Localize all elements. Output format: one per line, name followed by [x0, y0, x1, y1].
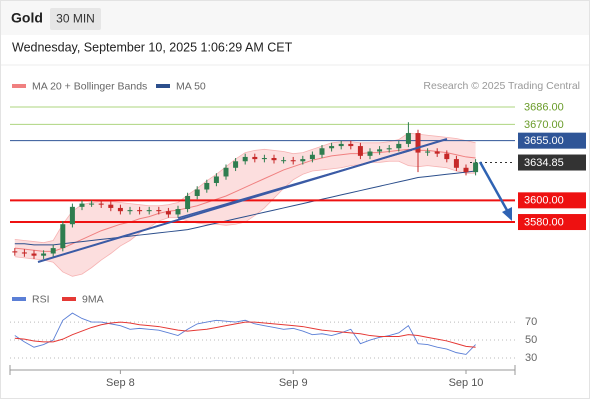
- price-label-box: [518, 214, 586, 231]
- candle-body: [117, 207, 123, 212]
- candle-body: [21, 252, 27, 254]
- rsi-line: [14, 312, 476, 355]
- candle-body: [146, 210, 152, 212]
- candle-body: [319, 148, 325, 155]
- candle-body: [386, 148, 392, 150]
- candle-body: [185, 195, 191, 210]
- rsi-legend-label: 9MA: [82, 293, 104, 305]
- price-label-box: [518, 132, 586, 149]
- candle-body: [50, 248, 56, 254]
- timeframe: 30 MIN: [56, 12, 95, 26]
- candle-body: [242, 156, 248, 162]
- chart-title: Gold: [11, 10, 43, 26]
- rsi-tick-label: 50: [525, 334, 537, 346]
- candle-body: [41, 253, 47, 256]
- candle-body: [396, 143, 402, 149]
- candle-body: [281, 160, 287, 162]
- legend-label: MA 50: [176, 80, 206, 92]
- price-label: 3580.00: [524, 216, 564, 228]
- forecast-arrow: [478, 161, 510, 213]
- candle-body: [204, 182, 210, 190]
- candle-body: [69, 206, 75, 225]
- candle-body: [89, 203, 95, 205]
- candle-body: [453, 159, 459, 168]
- candle-body: [463, 167, 469, 173]
- candle-body: [338, 143, 344, 147]
- candle-body: [60, 224, 66, 249]
- candle-body: [357, 146, 363, 156]
- rsi-legend-label: RSI: [32, 293, 50, 305]
- candle-body: [425, 151, 431, 153]
- price-label-box: [518, 154, 586, 171]
- candle-body: [79, 203, 85, 207]
- price-label: 3634.85: [524, 157, 564, 169]
- rsi-tick-label: 70: [525, 316, 537, 328]
- candle-body: [127, 210, 133, 212]
- x-tick-label: Sep 10: [449, 377, 484, 389]
- candle-body: [329, 146, 335, 149]
- price-label: 3600.00: [524, 195, 564, 207]
- rsi-ma-line: [14, 321, 476, 348]
- candle-body: [434, 151, 440, 154]
- timeframe-badge: [50, 8, 101, 30]
- candle-body: [377, 149, 383, 152]
- candle-body: [300, 159, 306, 162]
- rsi-tick-label: 30: [525, 352, 537, 364]
- trendline: [177, 149, 413, 219]
- candle-body: [367, 151, 373, 156]
- candle-body: [473, 162, 479, 173]
- candle-body: [108, 204, 114, 208]
- candle-body: [31, 253, 37, 256]
- plot: MA 20 + Bollinger Bands MA 50 3686.00 3670.…: [10, 80, 586, 389]
- candle-body: [223, 167, 229, 177]
- source: Research © 2025 Trading Central: [423, 80, 580, 92]
- candle-body: [137, 210, 143, 212]
- legend-swatch: [12, 84, 26, 88]
- legend-swatch: [156, 84, 170, 88]
- candle-body: [271, 158, 277, 161]
- subtitle: Wednesday, September 10, 2025 1:06:29 AM…: [12, 40, 293, 54]
- candle-body: [12, 251, 18, 253]
- candle-body: [444, 153, 450, 160]
- price-label: 3670.00: [524, 119, 564, 131]
- candle-body: [252, 156, 258, 160]
- candle-body: [348, 143, 354, 147]
- candle-body: [415, 133, 421, 153]
- candle-body: [309, 154, 315, 160]
- candle-body: [98, 203, 104, 205]
- candle-body: [290, 160, 296, 162]
- price-label-box: [518, 192, 586, 209]
- rsi-legend-swatch: [12, 297, 26, 301]
- x-tick-label: Sep 9: [279, 377, 308, 389]
- candle-body: [156, 210, 162, 212]
- price-label: 3655.00: [524, 135, 564, 147]
- candle-body: [405, 133, 411, 144]
- ma50-line: [14, 170, 476, 246]
- legend-label: MA 20 + Bollinger Bands: [32, 80, 147, 92]
- candle-body: [213, 176, 219, 183]
- candle-body: [261, 158, 267, 160]
- candle-body: [175, 209, 181, 215]
- arrow-head: [502, 207, 512, 221]
- price-label: 3686.00: [524, 101, 564, 113]
- rsi-legend-swatch: [62, 297, 76, 301]
- x-tick-label: Sep 8: [106, 377, 135, 389]
- candle-body: [233, 161, 239, 168]
- candle-body: [165, 211, 171, 215]
- candle-body: [194, 189, 200, 196]
